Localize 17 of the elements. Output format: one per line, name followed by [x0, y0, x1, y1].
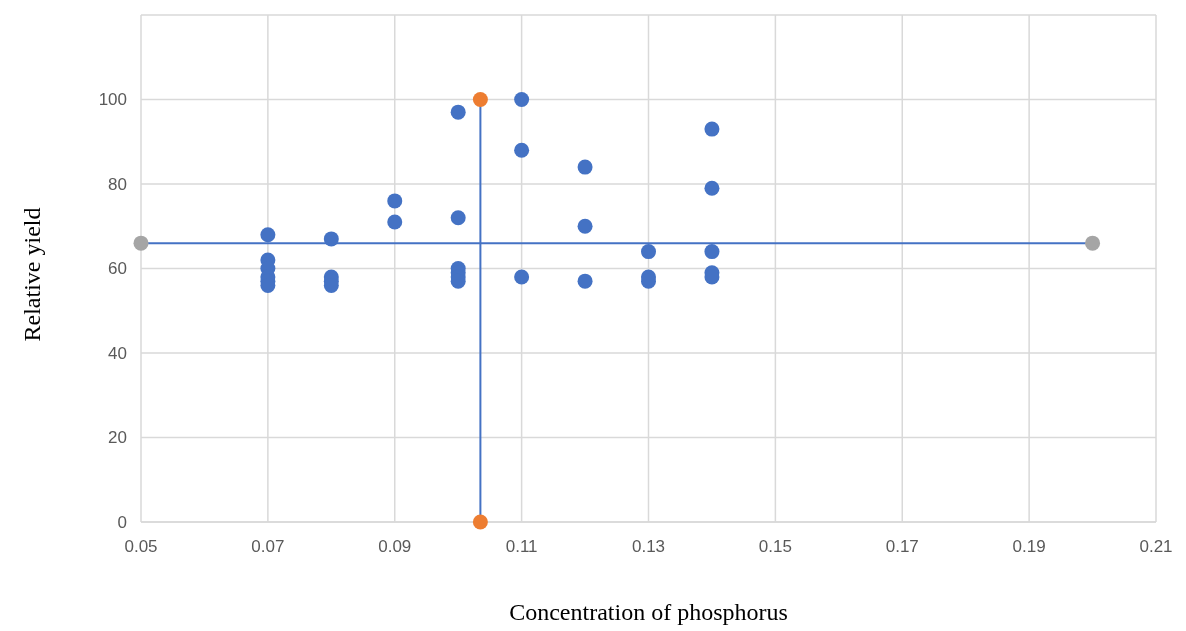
- x-axis-title: Concentration of phosphorus: [509, 599, 788, 625]
- y-axis-title: Relative yield: [19, 207, 45, 342]
- y-tick-label: 100: [98, 90, 127, 110]
- y-tick-label: 80: [108, 174, 127, 194]
- x-tick-label: 0.09: [378, 537, 412, 556]
- x-tick-label: 0.15: [758, 537, 792, 556]
- y-tick-label: 40: [108, 343, 127, 363]
- y-tick-label: 0: [117, 512, 127, 532]
- x-tick-label: 0.21: [1139, 537, 1173, 556]
- x-tick-label: 0.13: [631, 537, 666, 556]
- y-tick-label: 20: [108, 428, 127, 448]
- x-tick-label: 0.17: [885, 537, 919, 556]
- x-tick-label: 0.07: [251, 537, 285, 556]
- x-tick-label: 0.19: [1012, 537, 1046, 556]
- x-tick-label: 0.05: [124, 537, 158, 556]
- y-tick-label: 60: [108, 259, 127, 279]
- x-tick-label: 0.11: [505, 537, 538, 556]
